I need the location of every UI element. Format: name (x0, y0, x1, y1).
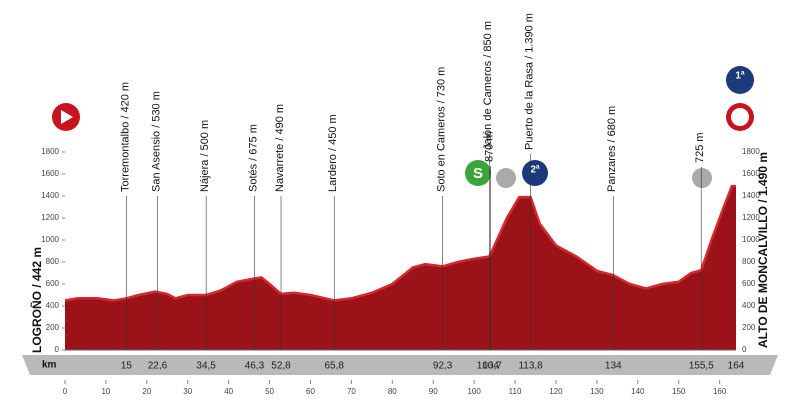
km-value: 52,8 (271, 361, 291, 372)
y-tick-label: 400 (46, 301, 60, 310)
sprint-icon: S (465, 160, 491, 186)
x-tick-label: 50 (265, 387, 274, 396)
y-tick-label: 1000 (41, 235, 59, 244)
x-tick-label: 30 (183, 387, 192, 396)
cat2-label: 2ª (530, 165, 540, 176)
waypoint-label: Soto en Cameros / 730 m (436, 67, 448, 192)
cat1-label: 1ª (735, 71, 745, 82)
x-tick-label: 90 (429, 387, 438, 396)
x-tick-label: 120 (549, 387, 563, 396)
y2-tick-label: 400 (742, 301, 756, 310)
y-tick-label: 1600 (41, 169, 59, 178)
waypoint-label: Nájera / 500 m (199, 120, 211, 192)
waypoint-label: Sotés / 675 m (247, 124, 259, 192)
waypoint-label: Jalón de Cameros / 850 m (482, 21, 494, 150)
x-tick-label: 160 (713, 387, 727, 396)
profile-area (65, 186, 736, 350)
y2-tick-label: 800 (742, 257, 756, 266)
km-value: 134 (605, 361, 622, 372)
waypoint-label: Torremontalbo / 420 m (119, 82, 131, 192)
km-value: 92,3 (433, 361, 453, 372)
km-value: 46,3 (245, 361, 265, 372)
y-tick-label: 200 (46, 323, 60, 332)
start-icon (52, 103, 80, 131)
y-tick-label: 0 (55, 345, 60, 354)
km-label: km (42, 360, 57, 371)
km-value: 155,5 (689, 361, 714, 372)
y2-tick-label: 1200 (742, 213, 760, 222)
x-tick-label: 0 (63, 387, 68, 396)
start-label: LOGROÑO / 442 m (29, 247, 44, 353)
y2-tick-label: 1800 (742, 147, 760, 156)
y2-tick-label: 1000 (742, 235, 760, 244)
waypoint-label: San Asensio / 530 m (150, 91, 162, 192)
km-strip (22, 355, 778, 375)
profile-ridge (64, 184, 736, 302)
km-value: 104 (482, 361, 499, 372)
km-value: 103,7 (477, 361, 502, 372)
km-value: 65,8 (324, 361, 344, 372)
y2-tick-label: 1400 (742, 191, 760, 200)
waypoint-label: 725 m (694, 132, 706, 163)
finish-label: ALTO DE MONCALVILLO / 1.490 m (756, 152, 770, 348)
y2-tick-label: 200 (742, 323, 756, 332)
y-tick-label: 1400 (41, 191, 59, 200)
y2-tick-label: 0 (742, 345, 747, 354)
gray-climb-icon (496, 168, 516, 188)
x-tick-label: 130 (590, 387, 604, 396)
cat1-icon: 1ª (726, 66, 754, 94)
y-tick-label: 600 (46, 279, 60, 288)
km-value: 15 (121, 361, 133, 372)
x-tick-label: 140 (631, 387, 645, 396)
waypoint-label: Navarrete / 490 m (274, 104, 286, 192)
x-tick-label: 60 (306, 387, 315, 396)
km-value: 34,5 (196, 361, 216, 372)
km-value: 22,6 (148, 361, 168, 372)
x-tick-label: 80 (388, 387, 397, 396)
waypoint-label: Lardero / 450 m (327, 114, 339, 192)
x-tick-label: 110 (509, 387, 522, 396)
y2-tick-label: 1600 (742, 169, 760, 178)
km-value: 113,8 (518, 361, 543, 372)
y-tick-label: 800 (46, 257, 60, 266)
x-tick-label: 40 (224, 387, 233, 396)
y-tick-label: 1200 (41, 213, 59, 222)
x-tick-label: 70 (347, 387, 356, 396)
x-tick-label: 150 (672, 387, 686, 396)
y2-tick-label: 600 (742, 279, 756, 288)
finish-icon (726, 103, 754, 131)
km-value: 164 (728, 361, 745, 372)
x-tick-label: 10 (101, 387, 110, 396)
waypoint-label: Panzares / 680 m (606, 106, 618, 192)
gray-climb-icon (692, 168, 712, 188)
waypoint-label: 870 m (483, 131, 495, 162)
x-tick-label: 100 (467, 387, 481, 396)
cat2-icon: 2ª (522, 160, 548, 186)
waypoint-label: Puerto de la Rasa / 1.390 m (524, 13, 536, 150)
sprint-label: S (473, 165, 483, 182)
x-tick-label: 20 (142, 387, 151, 396)
y-tick-label: 1800 (41, 147, 59, 156)
